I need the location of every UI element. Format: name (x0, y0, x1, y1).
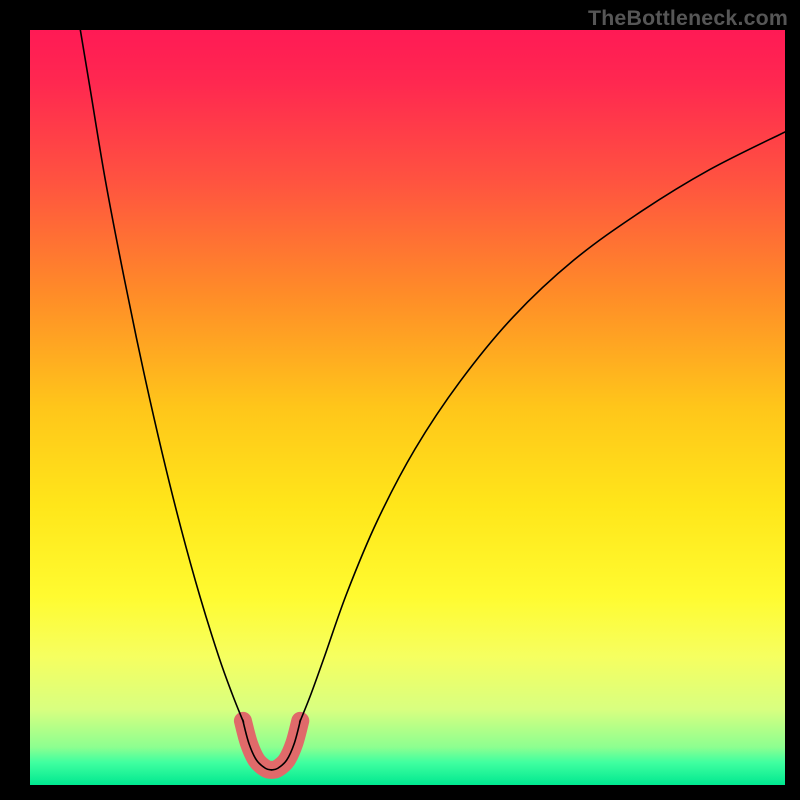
plot-area (30, 30, 785, 785)
curve-left-path (79, 30, 272, 770)
watermark-text: TheBottleneck.com (588, 6, 788, 31)
curve-layer (30, 30, 785, 785)
highlight-u-path (243, 721, 300, 770)
curve-right-path (272, 132, 785, 770)
